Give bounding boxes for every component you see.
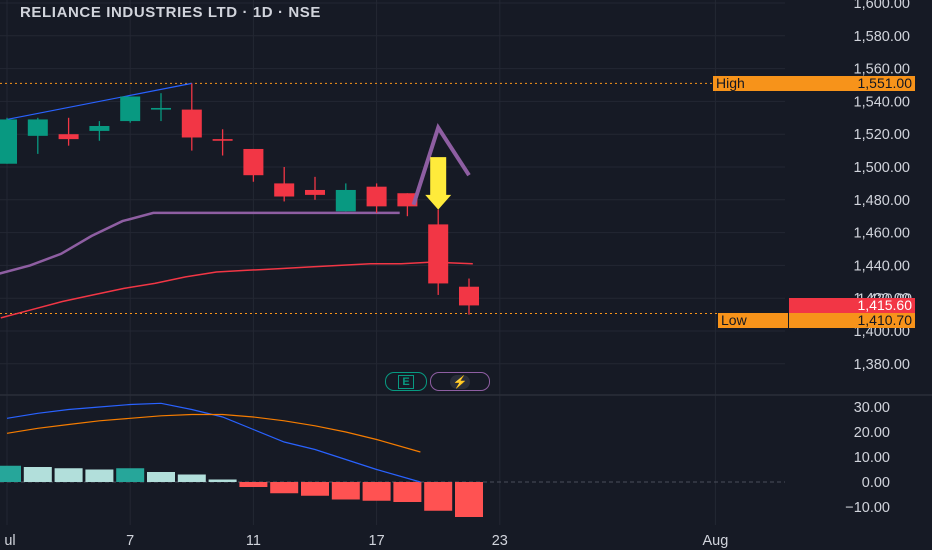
time-tick-label: ul [4, 533, 15, 549]
macd-histogram-bar [455, 482, 483, 517]
macd-line [6, 402, 421, 483]
low-label-tag: Low [718, 313, 788, 328]
time-tick-label: 7 [126, 533, 134, 549]
time-tick-label: Aug [702, 533, 728, 549]
macd-tick-label: 10.00 [854, 450, 890, 466]
grid [0, 0, 932, 525]
ema-red-line [0, 261, 473, 319]
price-tick-label: 1,520.00 [854, 127, 910, 143]
candle-body [181, 109, 202, 138]
candle-body [428, 224, 449, 284]
macd-tick-label: 20.00 [854, 425, 890, 441]
candle-body [243, 148, 264, 176]
macd-histogram-bar [177, 474, 206, 482]
macd-pane[interactable] [0, 402, 785, 517]
time-tick-label: 23 [492, 533, 508, 549]
macd-histogram-bar [301, 482, 329, 496]
candle[interactable] [0, 117, 17, 164]
candle[interactable] [212, 129, 233, 156]
candle-body [58, 134, 79, 140]
price-tick-label: 1,440.00 [854, 258, 910, 274]
last-price-tag: 1,415.60 [789, 298, 915, 313]
candle-body [305, 189, 325, 195]
candle-body [27, 119, 48, 136]
macd-histogram-bar [85, 469, 114, 482]
candle[interactable] [274, 167, 295, 202]
high-value-tag: 1,551.00 [789, 76, 915, 91]
price-tick-label: 1,400.00 [854, 324, 910, 340]
low-value-tag: 1,410.70 [789, 313, 915, 328]
candle-body [89, 126, 110, 131]
time-tick-label: 17 [369, 533, 385, 549]
macd-histogram-bar [239, 482, 268, 487]
macd-tick-label: 0.00 [862, 475, 890, 491]
signal-line [6, 413, 421, 453]
candle-body [366, 186, 387, 207]
time-axis[interactable]: ul 7 11 17 23 Aug [4, 533, 728, 549]
ema-purple-line [0, 211, 400, 275]
time-tick-label: 11 [246, 533, 261, 549]
candle[interactable] [459, 278, 479, 315]
candle[interactable] [366, 183, 387, 213]
candle-body [151, 107, 171, 110]
macd-tick-label: −10.00 [845, 500, 890, 516]
candle[interactable] [305, 176, 325, 200]
candle-body [212, 139, 233, 141]
earnings-icon: E [398, 374, 414, 389]
annotation-peak-line [411, 123, 471, 206]
candle[interactable] [151, 93, 171, 122]
price-tick-label: 1,460.00 [854, 226, 910, 242]
price-pane[interactable] [0, 82, 785, 319]
candle[interactable] [243, 148, 264, 182]
candle[interactable] [181, 83, 202, 151]
candle-body [0, 119, 17, 164]
macd-histogram-bar [0, 465, 21, 482]
candle[interactable] [27, 117, 48, 154]
candle-body [274, 183, 295, 197]
price-axis[interactable]: 1,600.00 1,580.00 1,560.00 1,540.00 1,520.00… [845, 0, 910, 516]
candle-body [459, 286, 479, 306]
price-tick-label: 1,600.00 [854, 0, 910, 12]
macd-histogram-bar [147, 472, 175, 482]
dividend-badge[interactable]: ⚡ [430, 372, 490, 391]
high-label-tag: High [713, 76, 793, 91]
candle[interactable] [58, 117, 79, 146]
candle[interactable] [120, 96, 141, 123]
annotation-down-arrow [425, 157, 452, 210]
macd-histogram-bar [393, 482, 422, 502]
macd-tick-label: 30.00 [854, 400, 890, 416]
macd-histogram-bar [208, 479, 237, 482]
dividend-icon: ⚡ [450, 374, 470, 389]
candle-body [335, 189, 356, 212]
earnings-badge[interactable]: E [385, 372, 427, 391]
macd-histogram-bar [424, 482, 453, 511]
macd-histogram-bar [116, 468, 145, 482]
candle[interactable] [335, 183, 356, 212]
macd-histogram-bar [23, 467, 52, 482]
price-tick-label: 1,580.00 [854, 29, 910, 45]
candle[interactable] [89, 121, 110, 141]
price-tick-label: 1,480.00 [854, 193, 910, 209]
macd-histogram-bar [270, 482, 299, 494]
macd-histogram-bar [331, 482, 360, 500]
price-tick-label: 1,500.00 [854, 160, 910, 176]
price-tick-label: 1,540.00 [854, 94, 910, 110]
trend-line [6, 82, 192, 121]
price-tick-label: 1,380.00 [854, 357, 910, 373]
macd-histogram-bar [362, 482, 391, 501]
candle-body [120, 96, 141, 122]
candle[interactable] [428, 209, 449, 295]
macd-histogram-bar [54, 468, 83, 482]
chart-title: RELIANCE INDUSTRIES LTD · 1D · NSE [20, 4, 321, 21]
price-tick-label: 1,560.00 [854, 62, 910, 78]
